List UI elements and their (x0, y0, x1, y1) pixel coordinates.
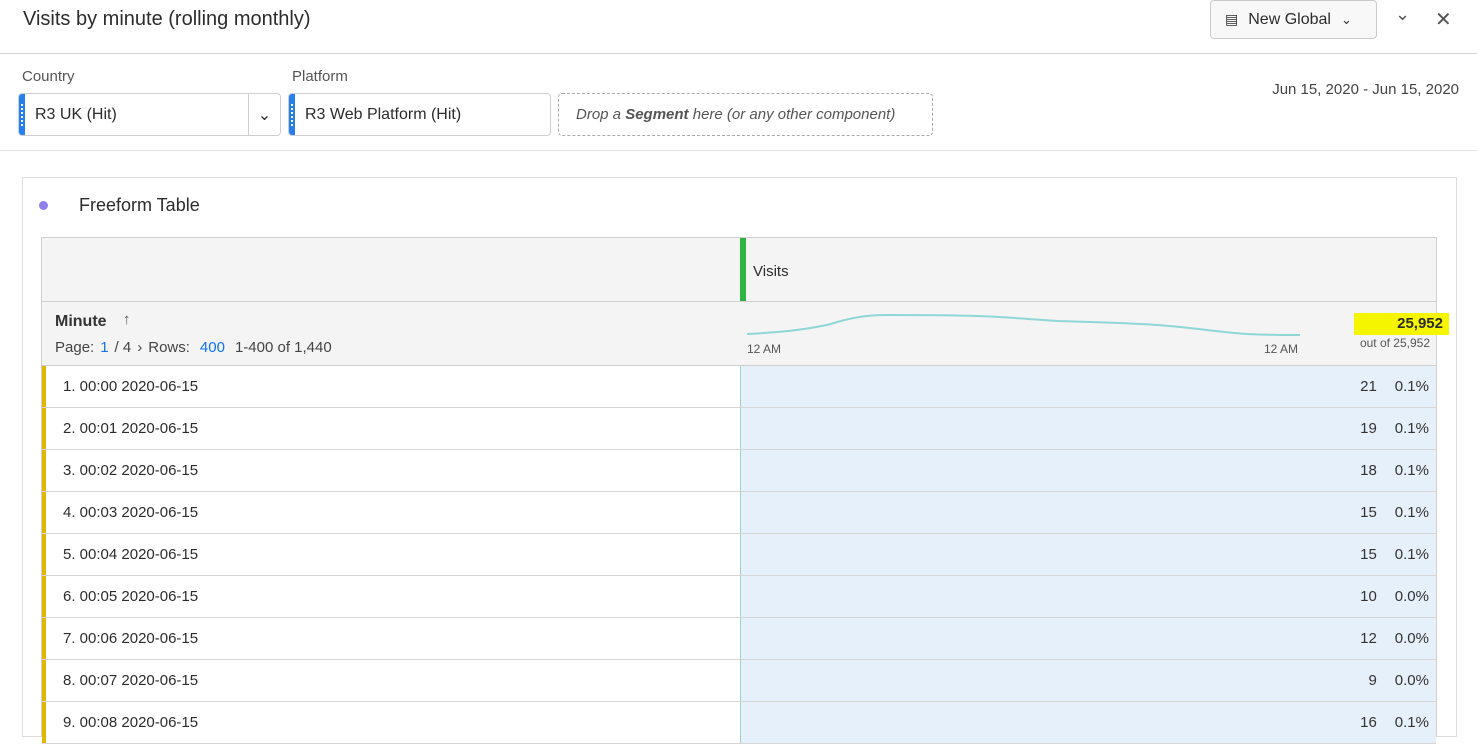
row-label[interactable]: 3. 00:02 2020-06-15 (42, 450, 740, 491)
chevron-down-icon: ⌄ (1340, 11, 1352, 27)
rows-per-page[interactable]: 400 (199, 339, 225, 356)
row-percent: 0.1% (1394, 462, 1429, 479)
drag-handle-icon[interactable] (289, 94, 295, 135)
sparkline-start-label: 12 AM (747, 342, 782, 356)
row-percent: 0.0% (1394, 672, 1429, 689)
dimension-label[interactable]: Minute (55, 313, 107, 330)
row-label[interactable]: 7. 00:06 2020-06-15 (42, 618, 740, 659)
row-label[interactable]: 8. 00:07 2020-06-15 (42, 660, 740, 701)
drag-handle-icon[interactable] (19, 94, 25, 135)
table-row[interactable]: 2. 00:01 2020-06-15 19 0.1% (42, 408, 1436, 450)
row-label[interactable]: 1. 00:00 2020-06-15 (42, 366, 740, 407)
sparkline (747, 313, 1301, 336)
table-row[interactable]: 8. 00:07 2020-06-15 9 0.0% (42, 660, 1436, 702)
drop-text-end: here (or any other component) (688, 106, 896, 123)
total-value: 25,952 (1354, 313, 1449, 335)
total-subtext: out of 25,952 (1359, 336, 1430, 350)
table-row[interactable]: 7. 00:06 2020-06-15 12 0.0% (42, 618, 1436, 660)
row-percent: 0.0% (1394, 588, 1429, 605)
chevron-down-icon[interactable]: ⌄ (248, 94, 280, 135)
page-label: Page: (55, 339, 95, 356)
country-dropdown[interactable]: R3 UK (Hit) ⌄ (18, 93, 281, 136)
global-label: New Global (1248, 10, 1331, 28)
row-value: 15 (1360, 546, 1377, 563)
row-value: 12 (1360, 630, 1377, 647)
segment-drop-zone[interactable]: Drop a Segment here (or any other compon… (558, 93, 933, 136)
metric-drag-handle[interactable] (740, 238, 746, 301)
row-metric-cell: 15 0.1% (740, 534, 1436, 575)
new-global-button[interactable]: ▤ New Global ⌄ (1210, 0, 1377, 39)
rows-label: Rows: (148, 339, 190, 356)
date-range[interactable]: Jun 15, 2020 - Jun 15, 2020 (1272, 81, 1459, 98)
row-metric-cell: 12 0.0% (740, 618, 1436, 659)
page-total: / 4 (114, 339, 132, 356)
row-value: 21 (1360, 378, 1377, 395)
row-metric-cell: 21 0.1% (740, 366, 1436, 407)
metric-header: Visits (42, 238, 1436, 302)
row-metric-cell: 10 0.0% (740, 576, 1436, 617)
row-percent: 0.1% (1394, 378, 1429, 395)
freeform-table-title: Freeform Table (79, 195, 200, 215)
row-metric-cell: 15 0.1% (740, 492, 1436, 533)
collapse-chevron-icon[interactable]: ⌄ (1395, 4, 1411, 24)
row-value: 19 (1360, 420, 1377, 437)
drop-text: Drop a (576, 106, 626, 123)
panel-dot-icon[interactable] (39, 201, 48, 210)
row-value: 18 (1360, 462, 1377, 479)
close-icon[interactable]: ✕ (1435, 9, 1452, 31)
table-row[interactable]: 9. 00:08 2020-06-15 16 0.1% (42, 702, 1436, 744)
platform-value: R3 Web Platform (Hit) (305, 105, 462, 123)
platform-filter[interactable]: R3 Web Platform (Hit) (288, 93, 551, 136)
row-metric-cell: 9 0.0% (740, 660, 1436, 701)
next-page-icon[interactable]: › (137, 339, 143, 356)
country-label: Country (22, 68, 75, 85)
divider (0, 53, 1477, 54)
table-row[interactable]: 3. 00:02 2020-06-15 18 0.1% (42, 450, 1436, 492)
row-value: 15 (1360, 504, 1377, 521)
row-label[interactable]: 2. 00:01 2020-06-15 (42, 408, 740, 449)
freeform-table: Visits Minute ↑ Page: 1 / 4 › Rows: 400 … (41, 237, 1449, 744)
page-number[interactable]: 1 (100, 339, 109, 356)
row-range: 1-400 of 1,440 (234, 339, 332, 356)
row-percent: 0.1% (1394, 504, 1429, 521)
metric-label[interactable]: Visits (753, 263, 789, 280)
row-label[interactable]: 6. 00:05 2020-06-15 (42, 576, 740, 617)
drop-text-bold: Segment (625, 106, 689, 123)
panel-title: Visits by minute (rolling monthly) (23, 8, 311, 30)
row-value: 10 (1360, 588, 1377, 605)
country-value: R3 UK (Hit) (35, 105, 117, 123)
sparkline-end-label: 12 AM (1264, 342, 1299, 356)
table-row[interactable]: 1. 00:00 2020-06-15 21 0.1% (42, 366, 1436, 408)
table-row[interactable]: 5. 00:04 2020-06-15 15 0.1% (42, 534, 1436, 576)
sort-ascending-icon[interactable]: ↑ (123, 311, 131, 328)
row-label[interactable]: 5. 00:04 2020-06-15 (42, 534, 740, 575)
row-percent: 0.0% (1394, 630, 1429, 647)
row-metric-cell: 18 0.1% (740, 450, 1436, 491)
database-icon: ▤ (1225, 11, 1239, 27)
row-metric-cell: 19 0.1% (740, 408, 1436, 449)
row-label[interactable]: 4. 00:03 2020-06-15 (42, 492, 740, 533)
table-row[interactable]: 4. 00:03 2020-06-15 15 0.1% (42, 492, 1436, 534)
divider (0, 150, 1477, 151)
row-percent: 0.1% (1394, 546, 1429, 563)
row-percent: 0.1% (1394, 420, 1429, 437)
row-value: 9 (1368, 672, 1377, 689)
table-row[interactable]: 6. 00:05 2020-06-15 10 0.0% (42, 576, 1436, 618)
dimension-header: Minute ↑ Page: 1 / 4 › Rows: 400 1-400 o… (42, 302, 1449, 366)
platform-label: Platform (292, 68, 348, 85)
